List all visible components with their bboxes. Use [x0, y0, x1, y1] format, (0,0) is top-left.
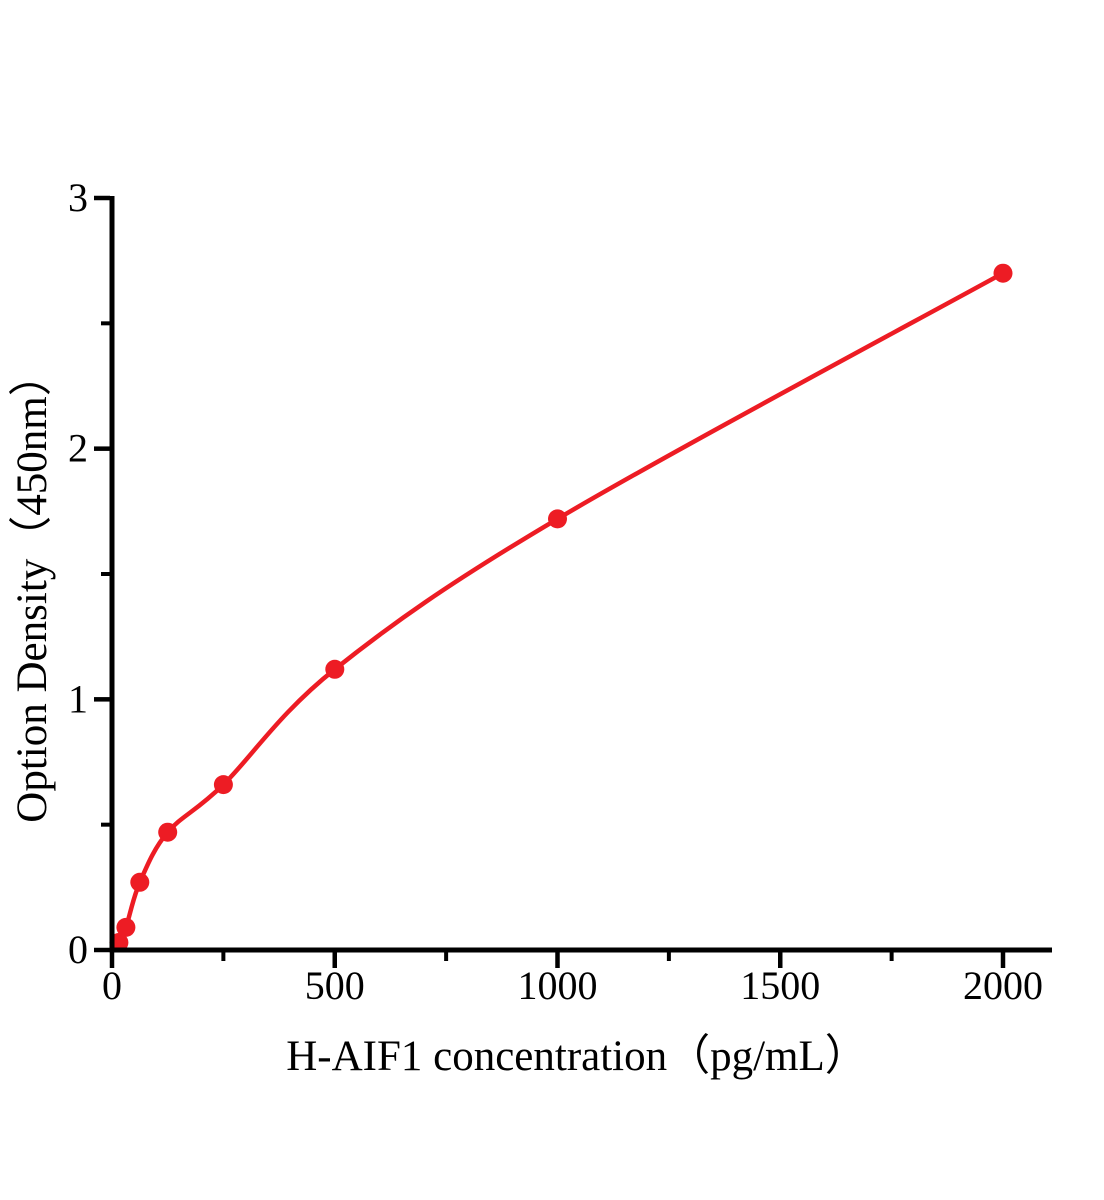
x-tick-label: 0: [102, 963, 122, 1008]
data-points-group: [109, 263, 1013, 952]
tick-labels-group: 0 500 1000 1500 2000 0 1 2 3: [68, 175, 1043, 1008]
x-axis-label: H-AIF1 concentration（pg/mL）: [286, 1033, 868, 1080]
y-tick-label: 3: [68, 175, 88, 220]
y-tick-label: 2: [68, 426, 88, 471]
data-point-marker: [548, 509, 567, 529]
y-tick-label: 1: [68, 676, 88, 721]
x-tick-label: 500: [305, 963, 365, 1008]
fit-curve-path: [110, 271, 1005, 952]
x-tick-label: 2000: [963, 963, 1043, 1008]
data-point-marker: [116, 917, 136, 937]
x-tick-label: 1500: [740, 963, 820, 1008]
y-axis-label: Option Density（450nm）: [9, 353, 56, 822]
fit-curve-group: [110, 271, 1005, 952]
data-point-marker: [213, 775, 233, 795]
data-point-marker: [158, 822, 178, 842]
data-point-marker: [993, 263, 1013, 283]
data-point-marker: [130, 872, 150, 892]
y-tick-label: 0: [68, 927, 88, 972]
data-point-marker: [325, 659, 345, 679]
axes-group: [94, 195, 1052, 968]
x-tick-label: 1000: [518, 963, 598, 1008]
